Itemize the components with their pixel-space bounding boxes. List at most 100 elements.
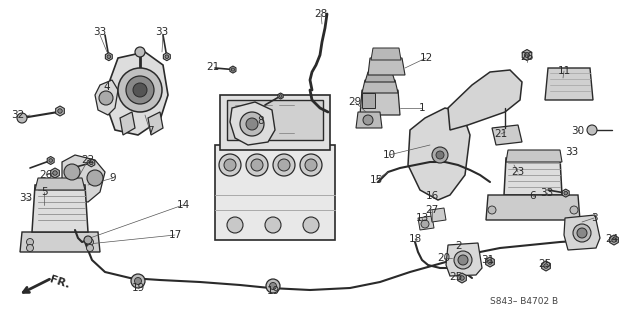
Polygon shape	[562, 189, 569, 197]
Text: 16: 16	[425, 191, 439, 201]
Circle shape	[90, 161, 93, 164]
Text: FR.: FR.	[48, 274, 71, 290]
Text: 31: 31	[481, 255, 495, 265]
Text: 21: 21	[206, 62, 220, 72]
Circle shape	[524, 52, 529, 58]
Text: 21: 21	[494, 129, 507, 139]
Circle shape	[99, 91, 113, 105]
Circle shape	[27, 238, 33, 245]
Polygon shape	[20, 232, 100, 252]
Text: 23: 23	[511, 167, 524, 177]
Circle shape	[135, 47, 145, 57]
Text: 22: 22	[81, 155, 95, 165]
Polygon shape	[56, 106, 64, 116]
Text: 3: 3	[591, 213, 598, 223]
Text: 17: 17	[168, 230, 182, 240]
Circle shape	[86, 238, 93, 245]
Polygon shape	[564, 215, 600, 250]
Circle shape	[107, 55, 110, 59]
Polygon shape	[506, 150, 562, 162]
Circle shape	[53, 171, 57, 175]
Text: 24: 24	[605, 234, 618, 244]
Circle shape	[278, 159, 290, 171]
Text: 18: 18	[408, 234, 422, 244]
Circle shape	[269, 283, 276, 290]
Circle shape	[436, 151, 444, 159]
Text: 12: 12	[420, 53, 433, 63]
Text: 29: 29	[348, 97, 362, 107]
Polygon shape	[35, 178, 85, 190]
Polygon shape	[148, 112, 163, 135]
Polygon shape	[457, 273, 466, 283]
Text: 33: 33	[93, 27, 107, 37]
Circle shape	[58, 109, 62, 113]
Text: 8: 8	[257, 116, 264, 126]
Polygon shape	[368, 58, 405, 75]
Polygon shape	[62, 155, 105, 202]
Text: 26: 26	[39, 170, 52, 180]
Circle shape	[126, 76, 154, 104]
Text: 19: 19	[131, 283, 144, 293]
Polygon shape	[362, 80, 398, 93]
Circle shape	[165, 55, 168, 59]
Circle shape	[224, 159, 236, 171]
Circle shape	[84, 236, 92, 244]
Circle shape	[570, 206, 578, 214]
Circle shape	[280, 95, 282, 97]
Polygon shape	[215, 145, 335, 240]
Polygon shape	[230, 66, 236, 73]
Polygon shape	[362, 93, 375, 108]
Text: 7: 7	[146, 126, 153, 136]
Polygon shape	[408, 108, 470, 200]
Circle shape	[305, 159, 317, 171]
Text: S843– B4702 B: S843– B4702 B	[490, 298, 558, 307]
Circle shape	[587, 125, 597, 135]
Text: 27: 27	[425, 205, 439, 215]
Polygon shape	[95, 80, 118, 115]
Circle shape	[118, 68, 162, 112]
Text: 11: 11	[557, 66, 570, 76]
Circle shape	[432, 147, 448, 163]
Circle shape	[544, 264, 548, 268]
Polygon shape	[448, 70, 522, 130]
Circle shape	[458, 255, 468, 265]
Circle shape	[49, 159, 52, 162]
Circle shape	[303, 217, 319, 233]
Polygon shape	[545, 68, 593, 100]
Text: 9: 9	[110, 173, 116, 183]
Text: 20: 20	[437, 253, 451, 263]
Text: 30: 30	[572, 126, 584, 136]
Circle shape	[219, 154, 241, 176]
Polygon shape	[486, 195, 580, 220]
Circle shape	[488, 206, 496, 214]
Polygon shape	[108, 52, 168, 135]
Circle shape	[227, 217, 243, 233]
Polygon shape	[50, 168, 59, 178]
Polygon shape	[486, 257, 494, 267]
Circle shape	[421, 220, 429, 228]
Polygon shape	[88, 159, 95, 167]
Text: 28: 28	[314, 9, 327, 19]
Text: 14: 14	[177, 200, 190, 210]
Polygon shape	[220, 95, 330, 150]
Text: 15: 15	[369, 175, 382, 185]
Circle shape	[611, 238, 616, 242]
Polygon shape	[504, 158, 562, 195]
Text: 4: 4	[103, 82, 110, 92]
Polygon shape	[360, 90, 400, 115]
Polygon shape	[610, 235, 618, 245]
Circle shape	[265, 217, 281, 233]
Polygon shape	[278, 93, 283, 99]
Text: 13: 13	[415, 213, 428, 223]
Polygon shape	[418, 216, 434, 230]
Circle shape	[87, 170, 103, 186]
Circle shape	[232, 68, 235, 71]
Circle shape	[27, 244, 33, 252]
Text: 32: 32	[11, 110, 25, 120]
Circle shape	[564, 191, 567, 195]
Text: 6: 6	[529, 191, 536, 201]
Circle shape	[17, 113, 27, 123]
Circle shape	[133, 83, 147, 97]
Polygon shape	[32, 185, 88, 232]
Circle shape	[460, 276, 464, 280]
